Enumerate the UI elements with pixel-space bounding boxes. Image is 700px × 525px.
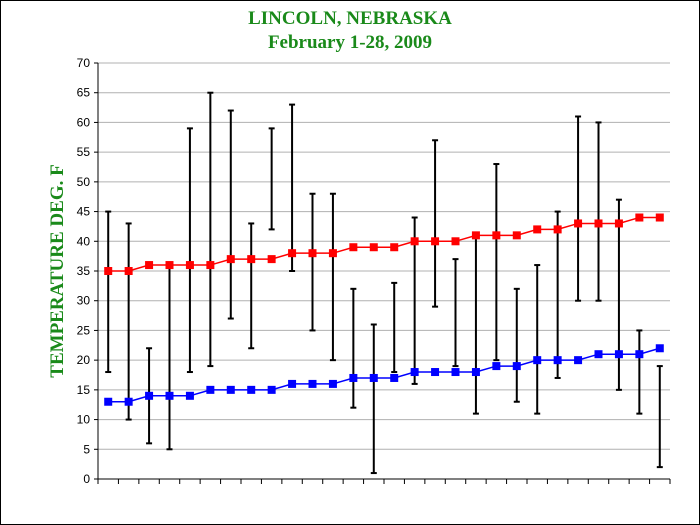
series-point-1	[594, 219, 603, 228]
series-point-1	[185, 261, 194, 270]
y-tick-label: 35	[77, 264, 91, 278]
y-tick-label: 65	[77, 86, 91, 100]
y-tick-label: 50	[77, 175, 91, 189]
series-point-2	[594, 350, 603, 359]
series-point-1	[471, 231, 480, 240]
series-point-1	[512, 231, 521, 240]
series-point-2	[471, 368, 480, 377]
series-point-2	[104, 397, 113, 406]
y-tick-label: 5	[83, 442, 90, 456]
series-point-2	[308, 379, 317, 388]
series-point-1	[206, 261, 215, 270]
series-point-2	[655, 344, 664, 353]
series-point-1	[533, 225, 542, 234]
series-point-1	[574, 219, 583, 228]
series-point-2	[410, 368, 419, 377]
series-point-2	[206, 385, 215, 394]
series-point-2	[267, 385, 276, 394]
series-point-2	[512, 362, 521, 371]
series-point-1	[226, 255, 235, 264]
series-point-2	[328, 379, 337, 388]
series-line-2	[108, 347, 660, 403]
axes: 0 5 10 15 20 25 30 35 40 45 50 55 60 65 70	[77, 56, 671, 486]
series-point-1	[288, 249, 297, 258]
series-point-2	[614, 350, 623, 359]
y-tick-label: 25	[77, 323, 91, 337]
y-tick-label: 15	[77, 383, 91, 397]
y-tick-label: 30	[77, 294, 91, 308]
series-point-1	[492, 231, 501, 240]
y-tick-label: 0	[83, 472, 90, 486]
series-point-2	[288, 379, 297, 388]
series-point-2	[185, 391, 194, 400]
y-tick-label: 10	[77, 413, 91, 427]
series-point-2	[247, 385, 256, 394]
series-point-2	[369, 373, 378, 382]
series-point-1	[308, 249, 317, 258]
y-tick-label: 20	[77, 353, 91, 367]
series-point-1	[369, 243, 378, 252]
y-tick-label: 45	[77, 205, 91, 219]
gridlines	[98, 62, 670, 450]
y-tick-label: 55	[77, 145, 91, 159]
series-point-2	[145, 391, 154, 400]
chart-subtitle: February 1-28, 2009	[268, 32, 432, 53]
series-point-2	[574, 356, 583, 365]
series-point-1	[390, 243, 399, 252]
series-layer	[104, 213, 664, 406]
chart-title: LINCOLN, NEBRASKA	[248, 8, 452, 29]
series-point-1	[553, 225, 562, 234]
series-point-2	[533, 356, 542, 365]
series-point-2	[492, 362, 501, 371]
series-point-2	[635, 350, 644, 359]
series-point-1	[328, 249, 337, 258]
series-point-2	[390, 373, 399, 382]
series-point-1	[655, 213, 664, 222]
series-point-2	[431, 368, 440, 377]
series-point-1	[267, 255, 276, 264]
series-point-1	[451, 237, 460, 246]
series-point-1	[165, 261, 174, 270]
series-line-1	[108, 216, 660, 272]
series-point-1	[614, 219, 623, 228]
series-point-2	[349, 373, 358, 382]
series-point-2	[553, 356, 562, 365]
series-point-2	[226, 385, 235, 394]
series-point-2	[451, 368, 460, 377]
series-point-1	[145, 261, 154, 270]
series-point-1	[104, 267, 113, 275]
y-tick-label: 60	[77, 115, 91, 129]
range-bars	[105, 91, 663, 475]
series-point-1	[410, 237, 419, 246]
y-axis-label: TEMPERATURE DEG. F	[47, 164, 68, 377]
series-point-1	[124, 267, 133, 275]
series-point-1	[247, 255, 256, 264]
series-point-1	[431, 237, 440, 246]
series-point-1	[635, 213, 644, 222]
series-point-2	[124, 397, 133, 406]
series-point-1	[349, 243, 358, 252]
y-tick-label: 70	[77, 56, 91, 70]
y-tick-label: 40	[77, 234, 91, 248]
series-point-2	[165, 391, 174, 400]
